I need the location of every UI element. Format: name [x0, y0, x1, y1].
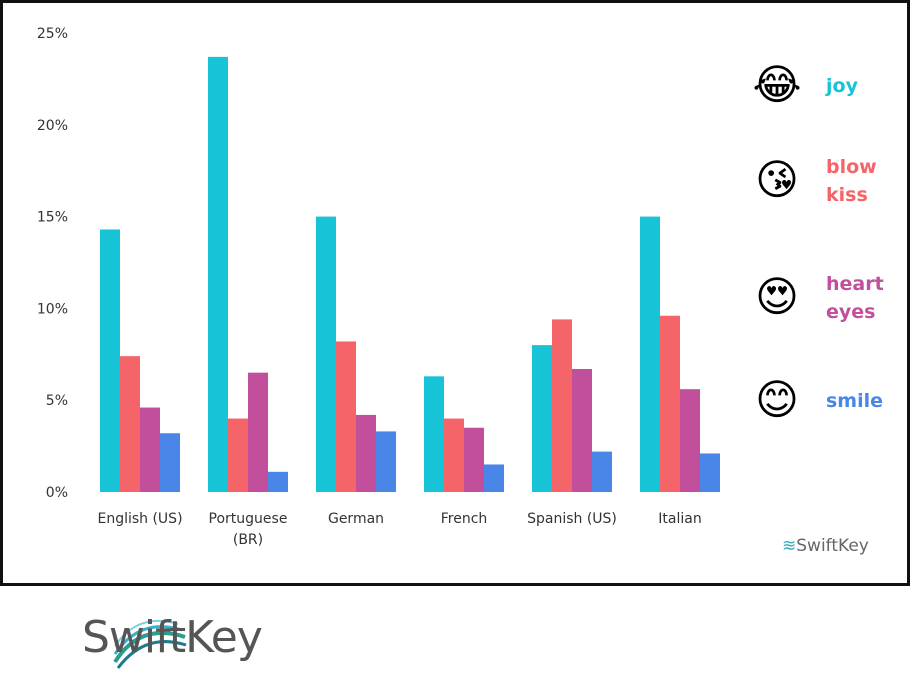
category-label: French — [441, 511, 488, 527]
bar-chart: 0% 5% 10% 15% 20% 25% English (US) Portuguese (B… — [37, 26, 884, 548]
y-tick-label: 0% — [46, 485, 68, 501]
swiftkey-swoosh-icon: ≋ — [782, 536, 797, 556]
bar-joy — [100, 229, 120, 492]
legend-label: eyes — [826, 301, 875, 323]
legend-label: kiss — [826, 184, 868, 206]
bar-heart-eyes — [140, 407, 160, 492]
heart-eyes-emoji-icon: 😍 — [755, 272, 799, 321]
bar-heart-eyes — [680, 389, 700, 492]
bar-smile — [160, 433, 180, 492]
bar-heart-eyes — [248, 372, 268, 492]
y-tick-label: 20% — [37, 118, 68, 134]
bar-heart-eyes — [572, 368, 592, 492]
category-label: Italian — [658, 511, 701, 527]
bar-blow-kiss — [120, 356, 140, 492]
category-label: (BR) — [233, 532, 263, 548]
bar-joy — [640, 216, 660, 492]
bar-smile — [700, 453, 720, 492]
swiftkey-swoosh-icon — [113, 619, 187, 669]
legend-label: smile — [826, 390, 883, 412]
joy-emoji-icon: 😂 — [752, 60, 801, 109]
category-label: English (US) — [97, 511, 182, 527]
bar-joy — [316, 216, 336, 492]
bar-joy — [208, 56, 228, 492]
swiftkey-logo-text: SwiftKey — [82, 612, 263, 663]
bar-smile — [592, 451, 612, 492]
smile-emoji-icon: 😊 — [755, 375, 799, 424]
category-label: Spanish (US) — [527, 511, 617, 527]
bar-blow-kiss — [444, 418, 464, 492]
bar-blow-kiss — [660, 315, 680, 492]
small-logo-text: SwiftKey — [796, 536, 869, 556]
y-tick-label: 10% — [37, 301, 68, 317]
bar-blow-kiss — [552, 319, 572, 492]
legend-label: blow — [826, 156, 877, 178]
y-tick-label: 15% — [37, 210, 68, 226]
bar-joy — [532, 345, 552, 492]
bar-blow-kiss — [336, 341, 356, 492]
bar-smile — [484, 464, 504, 492]
y-tick-label: 25% — [37, 26, 68, 42]
bar-heart-eyes — [356, 414, 376, 492]
legend-label: heart — [826, 273, 884, 295]
blow-kiss-emoji-icon: 😘 — [755, 155, 799, 204]
bar-smile — [268, 471, 288, 492]
bar-smile — [376, 431, 396, 492]
category-label: Portuguese — [209, 511, 288, 527]
swiftkey-small-logo: ≋SwiftKey — [782, 536, 869, 556]
y-tick-label: 5% — [46, 393, 68, 409]
bar-blow-kiss — [228, 418, 248, 492]
bar-heart-eyes — [464, 427, 484, 492]
category-label: German — [328, 511, 384, 527]
legend-label: joy — [825, 75, 859, 97]
bar-joy — [424, 376, 444, 492]
